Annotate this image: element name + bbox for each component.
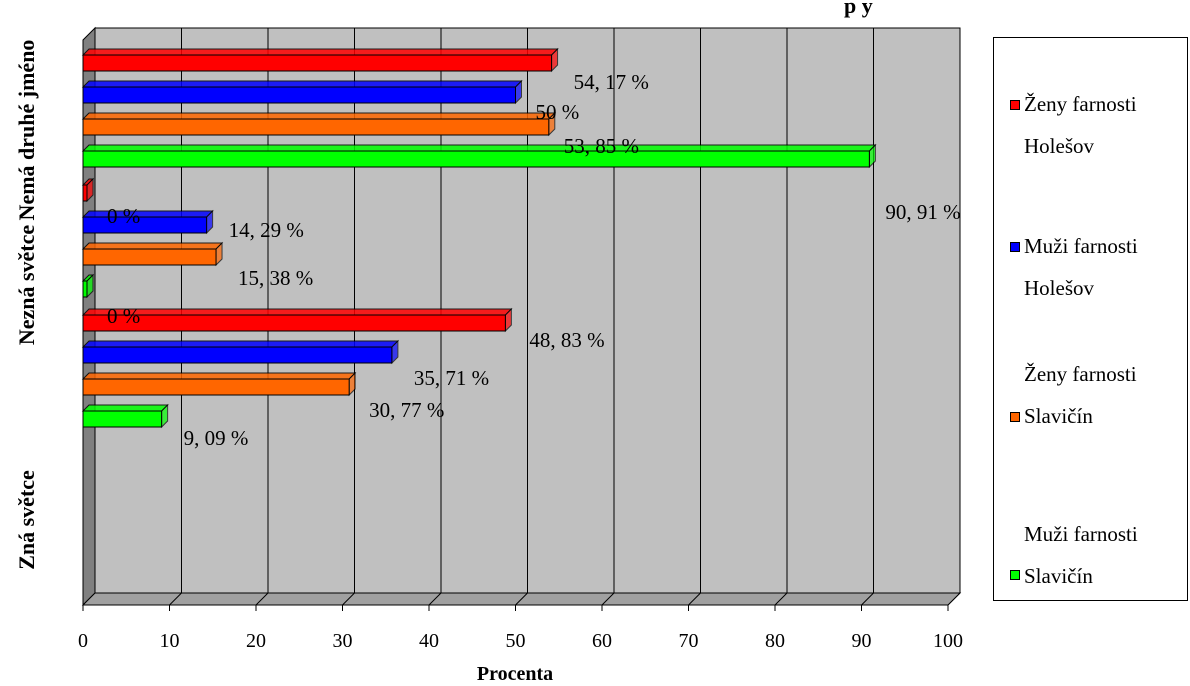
x-tick-label: 50 xyxy=(506,630,526,652)
gridline-floor xyxy=(169,592,182,606)
bar-top xyxy=(81,404,169,412)
bar-top xyxy=(81,242,224,250)
bar-top xyxy=(81,372,357,380)
bar xyxy=(82,118,550,136)
bar-value-label: 35, 71 % xyxy=(414,366,489,390)
gridline-floor xyxy=(255,592,269,606)
data-labels: 54, 17 % 50 % 53, 85 % 90, 91 % 0 % 14, 29 % 1… xyxy=(107,70,961,450)
x-tick-label: 10 xyxy=(160,630,180,652)
x-tick-label: 80 xyxy=(765,630,785,652)
x-tick-label: 20 xyxy=(246,630,266,652)
legend-label: Muži farnosti xyxy=(1024,234,1138,258)
legend-swatch xyxy=(1010,100,1020,110)
legend-item: Ženy farnosti Slavičín xyxy=(1010,356,1185,436)
x-tick-label: 30 xyxy=(333,630,353,652)
legend-label-line2: Holešov xyxy=(1024,134,1094,158)
bar-value-label: 15, 38 % xyxy=(238,266,313,290)
bar xyxy=(82,216,208,234)
gridline-floor xyxy=(515,592,528,606)
x-tick-label: 60 xyxy=(592,630,612,652)
x-axis-title: Procenta xyxy=(477,663,553,685)
legend-swatch xyxy=(1010,570,1020,580)
legend-label-line2: Slavičín xyxy=(1024,404,1093,428)
x-axis-ticks: 0 10 20 30 40 50 60 70 80 90 100 xyxy=(78,604,963,652)
bar-value-label: 0 % xyxy=(107,204,140,228)
bar-top xyxy=(81,340,400,348)
bar xyxy=(82,314,506,332)
bar-value-label: 90, 91 % xyxy=(885,200,960,224)
bar xyxy=(82,54,553,72)
bar xyxy=(82,410,163,428)
legend-item: Muži farnosti Slavičín xyxy=(1010,516,1185,596)
bar-top xyxy=(81,80,523,88)
legend-item: Muži farnosti Holešov xyxy=(1010,228,1185,308)
bar-top xyxy=(81,48,559,56)
legend-label: Muži farnosti xyxy=(1024,522,1138,546)
x-tick-label: 40 xyxy=(419,630,439,652)
bar xyxy=(82,280,88,298)
legend-swatch xyxy=(1010,242,1020,252)
gridline-floor xyxy=(342,592,355,606)
bar-top xyxy=(81,308,513,316)
bar xyxy=(82,86,516,104)
legend: Ženy farnosti Holešov Muži farnosti Holešov… xyxy=(993,37,1188,601)
legend-label-line2: Slavičín xyxy=(1024,564,1093,588)
x-tick-label: 70 xyxy=(679,630,699,652)
bar-value-label: 9, 09 % xyxy=(184,426,249,450)
bar-top xyxy=(81,144,877,152)
bar xyxy=(82,248,217,266)
x-tick-label: 0 xyxy=(78,630,88,652)
x-tick-label: 90 xyxy=(852,630,872,652)
bar-value-label: 50 % xyxy=(536,100,580,124)
bar-value-label: 48, 83 % xyxy=(529,328,604,352)
category-label: Nezná světce xyxy=(14,225,39,346)
bar xyxy=(82,184,88,202)
gridline-floor xyxy=(428,592,442,606)
bars xyxy=(81,47,877,429)
category-label: Zná světce xyxy=(14,470,39,570)
gridline-floor xyxy=(861,592,874,606)
y-axis-categories: Nemá druhé jméno Nezná světce Zná světce xyxy=(14,40,39,570)
bar-value-label: 30, 77 % xyxy=(369,398,444,422)
gridline-floor xyxy=(601,592,615,606)
bar-top xyxy=(81,210,214,218)
legend-label: Ženy farnosti xyxy=(1024,92,1137,116)
legend-label-line2: Holešov xyxy=(1024,276,1094,300)
gridline-floor xyxy=(774,592,788,606)
legend-label: Ženy farnosti xyxy=(1024,362,1137,386)
legend-swatch xyxy=(1010,412,1020,422)
bar xyxy=(82,150,870,168)
bar xyxy=(82,346,393,364)
legend-item: Ženy farnosti Holešov xyxy=(1010,86,1185,166)
bar-value-label: 0 % xyxy=(107,304,140,328)
bar-value-label: 14, 29 % xyxy=(229,218,304,242)
bar-value-label: 54, 17 % xyxy=(574,70,649,94)
gridline-floor xyxy=(688,592,701,606)
bar-top xyxy=(81,112,557,120)
category-label: Nemá druhé jméno xyxy=(14,40,39,221)
bar xyxy=(82,378,350,396)
chart-title: p y xyxy=(844,0,873,18)
x-tick-label: 100 xyxy=(933,630,963,652)
bar-value-label: 53, 85 % xyxy=(564,134,639,158)
